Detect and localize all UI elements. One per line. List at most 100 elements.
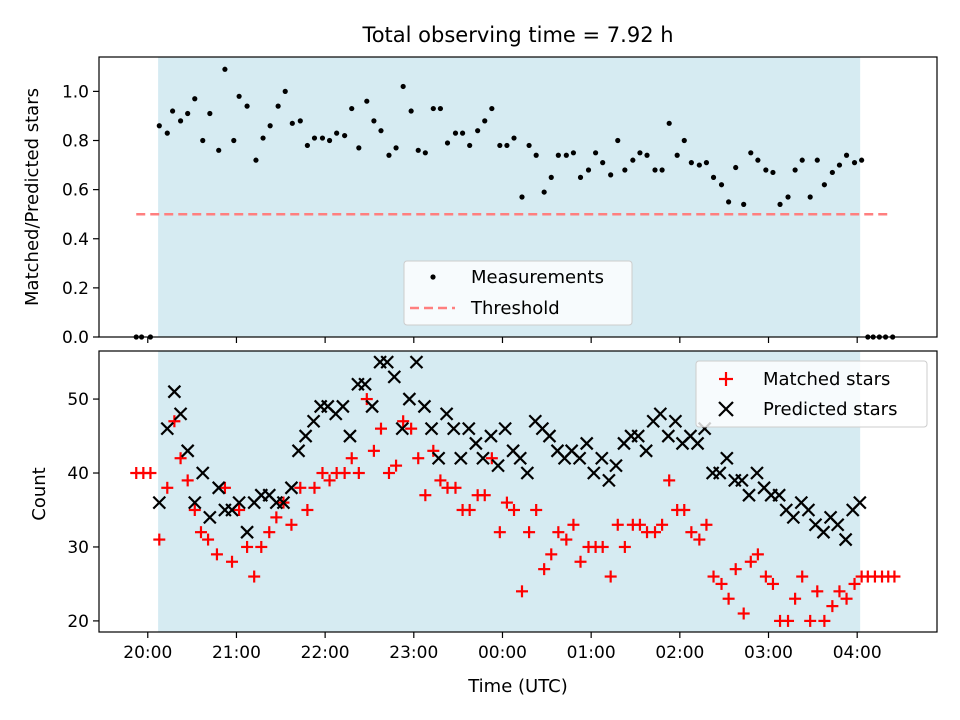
predicted-point-32	[387, 370, 402, 384]
matched-point-6	[174, 452, 187, 465]
predicted-point-88	[801, 503, 816, 517]
predicted-point-34	[402, 392, 417, 406]
matched-point-9	[194, 526, 207, 539]
matched-point-65	[611, 518, 624, 531]
matched-point-75	[685, 526, 698, 539]
predicted-point-0	[152, 495, 167, 510]
measurement-point-76	[696, 162, 702, 168]
measurement-point-21	[289, 120, 295, 126]
matched-point-86	[766, 577, 779, 590]
matched-point-22	[294, 481, 307, 494]
measurement-point-89	[792, 167, 798, 173]
measurement-point-55	[541, 189, 547, 195]
measurement-point-84	[755, 157, 761, 163]
measurement-point-77	[703, 160, 710, 166]
measurement-point-71	[659, 167, 665, 173]
predicted-point-36	[417, 399, 432, 414]
matched-point-31	[360, 393, 373, 406]
ratio-y-tick-label-4: 0.8	[62, 132, 89, 152]
measurement-point-95	[836, 162, 843, 168]
measurement-point-33	[378, 128, 384, 134]
predicted-point-60	[595, 451, 609, 466]
predicted-point-76	[712, 466, 727, 480]
predicted-point-11	[232, 495, 246, 510]
matched-point-21	[285, 518, 298, 531]
matched-point-19	[270, 511, 283, 524]
matched-point-68	[633, 518, 646, 531]
predicted-point-2	[167, 384, 182, 399]
count-y-label: Count	[29, 467, 50, 520]
matched-point-89	[789, 592, 802, 605]
matched-point-79	[715, 577, 728, 590]
matched-point-37	[405, 422, 418, 435]
measurement-point-13	[231, 137, 237, 144]
x-tick-label-6: 02:00	[655, 643, 704, 663]
matched-point-95	[833, 585, 846, 598]
measurement-point-31	[364, 98, 370, 104]
measurement-point-56	[548, 174, 554, 180]
matched-point-24	[308, 481, 321, 494]
ratio-y-tick-label-1: 0.2	[62, 279, 89, 299]
measurement-point-18	[267, 123, 273, 129]
matched-point-56	[545, 548, 558, 561]
measurement-point-45	[467, 142, 473, 149]
measurement-point-4	[164, 130, 170, 136]
measurement-point-15	[244, 103, 250, 109]
measurement-point-20	[282, 88, 288, 94]
measurement-point-12	[222, 66, 228, 72]
matched-point-96	[840, 592, 853, 605]
matched-point-71	[656, 518, 669, 531]
matched-point-76	[693, 533, 706, 546]
x-tick-label-3: 23:00	[389, 643, 438, 663]
measurement-point-83	[748, 150, 754, 156]
matched-point-35	[390, 459, 403, 472]
x-tick-label-0: 20:00	[123, 643, 172, 663]
predicted-point-77	[720, 451, 734, 466]
predicted-point-84	[772, 488, 786, 502]
predicted-point-66	[639, 444, 653, 458]
count-panel: 20 30 40 50 20:00 21:00 22:00 23:00 00:00 01:00 0…	[29, 350, 938, 697]
count-y-tick-label-3: 50	[67, 390, 89, 410]
measurement-point-82	[741, 201, 747, 207]
matched-point-97	[848, 577, 861, 590]
predicted-point-20	[298, 429, 313, 443]
predicted-stars-series	[152, 355, 867, 547]
measurement-point-6	[177, 118, 184, 124]
measurement-point-91	[807, 194, 813, 200]
matched-point-34	[382, 467, 395, 480]
measurement-point-96	[843, 152, 850, 158]
measurement-point-41	[437, 105, 444, 112]
predicted-point-45	[484, 429, 498, 443]
matched-point-58	[560, 533, 573, 546]
ratio-y-tick-label-5: 1.0	[62, 82, 89, 102]
measurement-point-25	[319, 135, 326, 141]
matched-point-10	[202, 533, 215, 546]
measurement-point-28	[342, 132, 348, 139]
measurement-point-11	[216, 147, 222, 153]
predicted-point-57	[572, 451, 587, 466]
predicted-point-80	[742, 488, 756, 502]
matched-point-88	[782, 614, 795, 627]
measurement-point-40	[430, 105, 436, 112]
count-x-axis: 20:00 21:00 22:00 23:00 00:00 01:00 02:00 03:00…	[123, 632, 882, 663]
matched-point-39	[419, 489, 432, 502]
matched-point-29	[345, 452, 358, 465]
matched-point-17	[255, 540, 268, 553]
ratio-y-axis: 0.0 0.2 0.4 0.6 0.8 1.0	[62, 82, 99, 348]
measurement-point-79	[718, 182, 725, 188]
matched-point-81	[729, 563, 742, 576]
measurement-point-16	[253, 157, 259, 163]
predicted-point-17	[276, 495, 291, 510]
measurement-point-80	[726, 199, 732, 205]
ratio-y-tick-label-2: 0.4	[62, 230, 89, 250]
measurement-point-39	[422, 150, 428, 156]
predicted-point-3	[173, 407, 188, 421]
measurement-point-24	[311, 135, 318, 141]
predicted-point-69	[661, 429, 676, 443]
measurement-point-35	[393, 145, 399, 151]
measurement-point-72	[666, 120, 672, 126]
legend-threshold-label: Threshold	[470, 298, 560, 319]
matched-point-12	[218, 481, 231, 494]
measurement-point-75	[688, 160, 694, 166]
